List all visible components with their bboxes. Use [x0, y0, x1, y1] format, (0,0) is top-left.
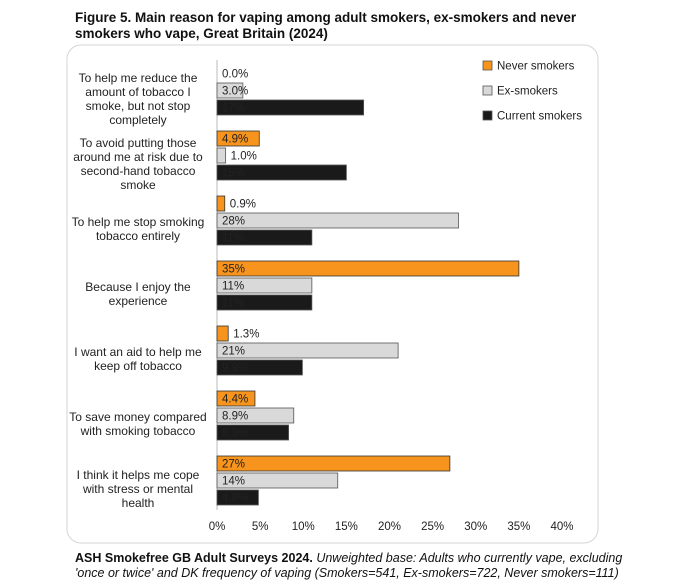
value-label: 3.0%: [222, 86, 248, 98]
value-label: 11%: [222, 298, 244, 310]
value-label: 15%: [222, 168, 245, 180]
value-label: 8.3%: [222, 428, 248, 440]
x-tick-label: 10%: [292, 521, 315, 533]
footnote: ASH Smokefree GB Adult Surveys 2024. Unw…: [75, 551, 635, 581]
value-label: 27%: [222, 459, 245, 471]
bar: [216, 455, 451, 472]
legend-label: Ex-smokers: [497, 86, 558, 98]
bar: [216, 229, 313, 246]
bar: [216, 147, 227, 164]
bar: [216, 260, 520, 277]
chart-frame: [66, 44, 599, 544]
value-label: 4.8%: [222, 493, 248, 505]
category-label: To help me stop smoking tobacco entirely: [71, 214, 205, 243]
value-label: 28%: [222, 216, 245, 228]
x-tick-label: 25%: [421, 521, 444, 533]
x-tick-label: 20%: [378, 521, 401, 533]
bar: [216, 130, 260, 147]
x-tick-label: 40%: [550, 521, 573, 533]
value-label: 11%: [222, 281, 244, 293]
bar: [216, 424, 289, 441]
value-label: 0.0%: [222, 69, 248, 81]
bar: [216, 325, 229, 342]
bar: [216, 489, 259, 506]
bar: [216, 359, 303, 376]
bar: [216, 407, 295, 424]
x-tick-label: 30%: [464, 521, 487, 533]
value-label: 9.9%: [222, 363, 248, 375]
legend-swatch: [482, 85, 493, 96]
legend-swatch: [482, 60, 493, 71]
bar: [216, 212, 459, 229]
bar: [216, 277, 313, 294]
value-label: 17%: [222, 103, 245, 115]
chart-title: Figure 5. Main reason for vaping among a…: [75, 10, 577, 41]
x-tick-label: 15%: [335, 521, 358, 533]
x-tick-label: 0%: [209, 521, 226, 533]
value-label: 0.9%: [230, 199, 256, 211]
note: Unweighted base: Adults who currently va…: [75, 551, 623, 580]
value-label: 21%: [222, 346, 245, 358]
category-label: To help me reduce the amount of tobacco …: [78, 70, 198, 127]
value-label: 4.9%: [222, 134, 248, 146]
category-label: Because I enjoy the experience: [85, 279, 191, 308]
value-label: 1.0%: [231, 151, 257, 163]
bar: [216, 390, 256, 407]
category-label: To save money compared with smoking toba…: [69, 409, 207, 438]
value-label: 4.4%: [222, 394, 248, 406]
bar: [216, 82, 244, 99]
value-label: 8.9%: [222, 411, 248, 423]
x-tick-label: 35%: [507, 521, 530, 533]
legend-label: Never smokers: [497, 61, 575, 73]
category-label: To avoid putting those around me at risk…: [73, 135, 203, 192]
bar: [216, 99, 365, 116]
legend-label: Current smokers: [497, 111, 582, 123]
value-label: 1.3%: [233, 329, 259, 341]
bar: [216, 342, 399, 359]
bar: [216, 195, 226, 212]
value-label: 35%: [222, 264, 245, 276]
x-tick-label: 5%: [252, 521, 269, 533]
category-label: I want an aid to help me keep off tobacc…: [74, 344, 202, 373]
source: ASH Smokefree GB Adult Surveys 2024.: [75, 551, 313, 565]
bar: [216, 472, 339, 489]
value-label: 11%: [222, 233, 244, 245]
legend-swatch: [482, 110, 493, 121]
bar: [216, 164, 347, 181]
category-label: I think it helps me cope with stress or …: [76, 467, 200, 510]
value-label: 14%: [222, 476, 245, 488]
bar: [216, 294, 313, 311]
